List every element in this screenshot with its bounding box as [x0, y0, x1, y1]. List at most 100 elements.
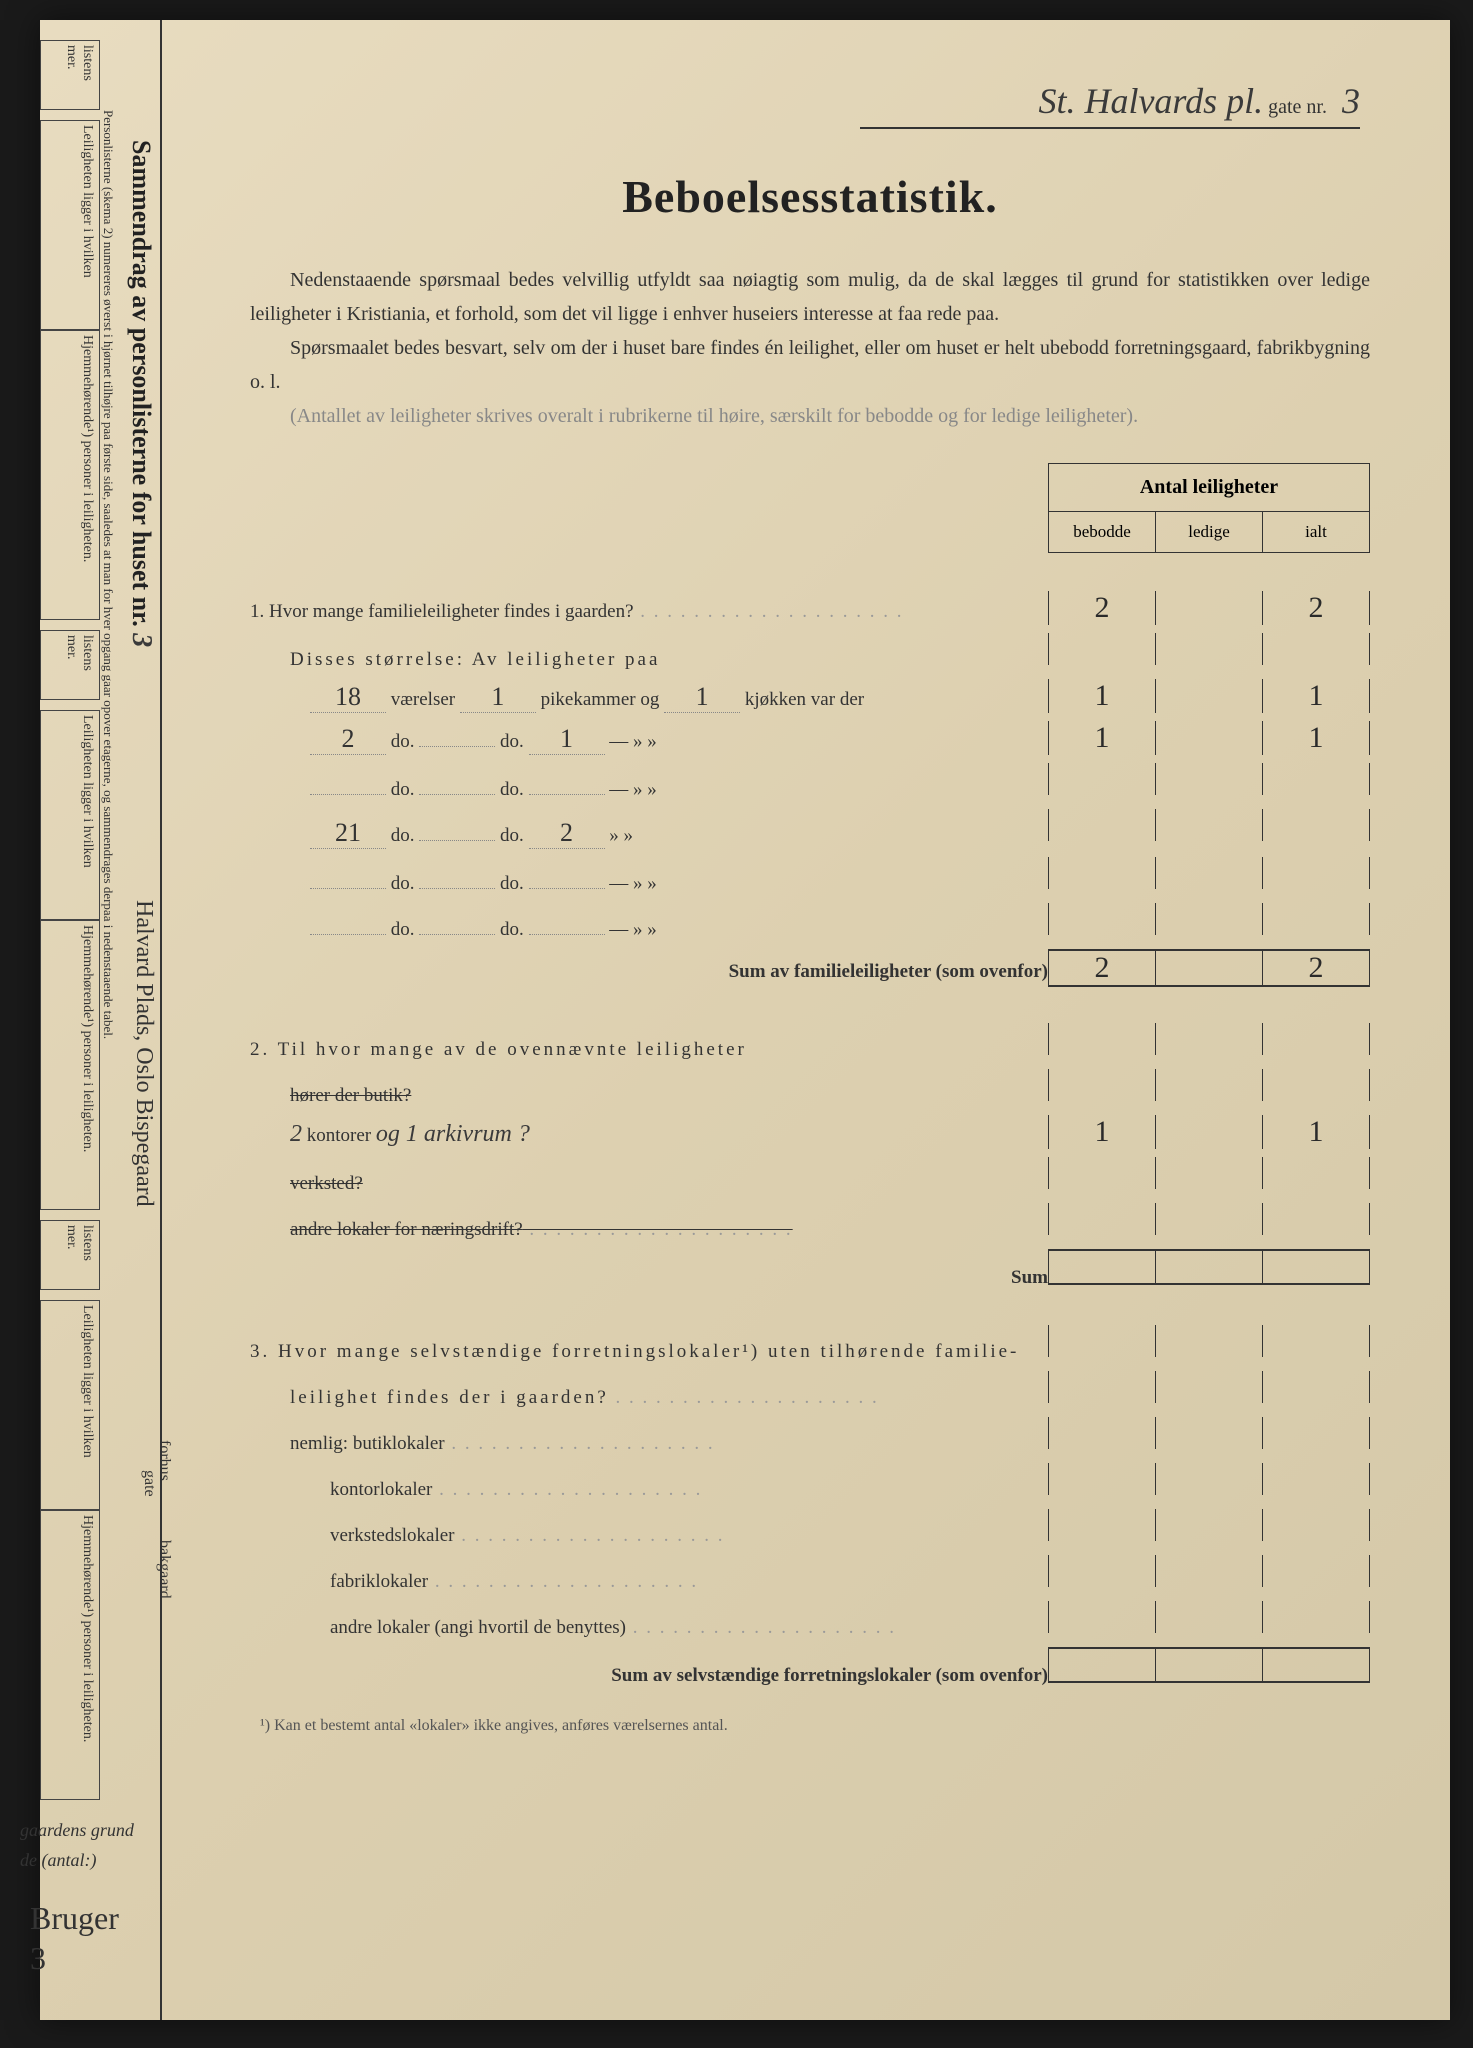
intro-p3: (Antallet av leiligheter skrives overalt…: [250, 399, 1370, 433]
q1-size-row: 18 værelser 1 pikekammer og 1 kjøkken va…: [220, 679, 1400, 713]
page-title: Beboelsesstatistik.: [220, 170, 1400, 223]
q3-item-row: verkstedslokaler: [220, 1509, 1400, 1547]
table-header-title: Antal leiligheter: [1049, 464, 1369, 512]
footnote: ¹) Kan et bestemt antal «lokaler» ikke a…: [220, 1717, 1400, 1735]
fill-pikekammer: [419, 840, 495, 841]
q2-row: 2. Til hvor mange av de ovennævnte leili…: [220, 1023, 1400, 1061]
q1-label: 1. Hvor mange familieleiligheter findes …: [220, 601, 1048, 623]
left-cell-hjemme: Hjemmehørende¹) personer i leiligheten.: [40, 330, 100, 620]
q1-sum-label: Sum av familieleiligheter (som ovenfor): [220, 961, 1048, 983]
q1-sum-b: 2: [1049, 951, 1156, 985]
left-vertical-subtitle: Personlisterne (skema 2) numereres øvers…: [100, 110, 116, 1810]
handwritten-address: Halvard Plads, Oslo Bispegaard: [130, 900, 157, 1207]
form-table: Antal leiligheter bebodde ledige ialt 1.…: [220, 463, 1400, 1735]
left-cell-listens2: listensmer.: [40, 630, 100, 700]
row-ialt: 1: [1263, 721, 1369, 755]
q3-label-a: 3. Hvor mange selvstændige forretningslo…: [220, 1341, 1048, 1363]
q2-sum-label: Sum: [220, 1267, 1048, 1289]
fill-pikekammer: [419, 934, 495, 935]
fill-pikekammer: [419, 794, 495, 795]
q1-bebodde: 2: [1049, 591, 1156, 625]
q1-sum: Sum av familieleiligheter (som ovenfor) …: [220, 949, 1400, 987]
q1-size-row: do. do. — » »: [220, 857, 1400, 895]
fill-kjokken: 2: [529, 818, 605, 849]
q1-sum-i: 2: [1263, 951, 1369, 985]
row-ialt: [1263, 763, 1369, 795]
q1-sub-label: Disses størrelse: Av leiligheter paa: [220, 649, 1048, 671]
left-cell-leilighet: Leiligheten ligger i hvilken: [40, 120, 100, 330]
fill-pikekammer: 1: [460, 682, 536, 713]
fill-vaerelser: 21: [310, 818, 386, 849]
handwritten-bruger: Bruger: [30, 1900, 119, 1937]
fill-pikekammer: [419, 746, 495, 747]
intro-p2: Spørsmaalet bedes besvart, selv om der i…: [250, 331, 1370, 399]
gate-label: gate nr.: [1268, 96, 1327, 118]
fill-kjokken: 1: [529, 724, 605, 755]
q3-item-row: andre lokaler (angi hvortil de benyttes): [220, 1601, 1400, 1639]
q1-size-row: 21 do. do. 2 » »: [220, 809, 1400, 849]
row-ialt: 1: [1263, 679, 1369, 713]
q1-row: 1. Hvor mange familieleiligheter findes …: [220, 591, 1400, 625]
col-ledige: ledige: [1156, 512, 1263, 552]
left-cell-hjemme3: Hjemmehørende¹) personer i leiligheten.: [40, 1510, 100, 1800]
q1-sub: Disses størrelse: Av leiligheter paa: [220, 633, 1400, 671]
fill-kjokken: 1: [664, 682, 740, 713]
row-bebodde: [1049, 903, 1156, 935]
main-content: St. Halvards pl. gate nr. 3 Beboelsessta…: [220, 80, 1400, 1735]
fill-vaerelser: [310, 888, 386, 889]
fill-kjokken: [529, 934, 605, 935]
q2-line2-i: 1: [1263, 1115, 1369, 1149]
left-bottom-text1: gaardens grund: [20, 1820, 134, 1841]
street-number: 3: [1342, 81, 1360, 121]
row-ledige: [1156, 679, 1263, 713]
intro-p1: Nedenstaaende spørsmaal bedes velvillig …: [250, 263, 1370, 331]
q3-item-row: nemlig: butiklokaler: [220, 1417, 1400, 1455]
table-header: Antal leiligheter bebodde ledige ialt: [1048, 463, 1370, 553]
row-ledige: [1156, 903, 1263, 935]
street-handwritten: St. Halvards pl.: [1038, 81, 1263, 121]
left-cell-hjemme2: Hjemmehørende¹) personer i leiligheten.: [40, 920, 100, 1210]
q1-size-row: 2 do. do. 1 — » » 1 1: [220, 721, 1400, 755]
col-ialt: ialt: [1263, 512, 1369, 552]
street-line: St. Halvards pl. gate nr. 3: [860, 80, 1360, 129]
q1-sum-l: [1156, 951, 1263, 985]
fill-kjokken: [529, 888, 605, 889]
row-bebodde: [1049, 857, 1156, 889]
q2-line2: 2 kontorer og 1 arkivrum ?: [220, 1121, 1048, 1148]
q1-ialt: 2: [1263, 591, 1369, 625]
left-bakgaard: bakgaard: [155, 1540, 173, 1599]
q3-sum-label: Sum av selvstændige forretningslokaler (…: [220, 1665, 1048, 1687]
row-bebodde: 1: [1049, 679, 1156, 713]
row-bebodde: [1049, 809, 1156, 841]
handwritten-three: 3: [30, 1940, 46, 1977]
col-bebodde: bebodde: [1049, 512, 1156, 552]
q1-size-row: do. do. — » »: [220, 903, 1400, 941]
fill-pikekammer: [419, 888, 495, 889]
q3-label-b: leilighet findes der i gaarden?: [220, 1387, 1048, 1409]
fill-vaerelser: 2: [310, 724, 386, 755]
intro-text: Nedenstaaende spørsmaal bedes velvillig …: [220, 263, 1400, 433]
row-ledige: [1156, 857, 1263, 889]
q1-ledige: [1156, 591, 1263, 625]
left-cell-leilighet3: Leiligheten ligger i hvilken: [40, 1300, 100, 1510]
left-margin-panel: listensmer. Leiligheten ligger i hvilken…: [40, 20, 162, 2020]
fill-vaerelser: [310, 794, 386, 795]
row-ialt: [1263, 857, 1369, 889]
q3-item-row: kontorlokaler: [220, 1463, 1400, 1501]
row-ledige: [1156, 763, 1263, 795]
fill-vaerelser: [310, 934, 386, 935]
q1-size-row: do. do. — » »: [220, 763, 1400, 801]
q2-line3: verksted?: [220, 1173, 1048, 1195]
row-ialt: [1263, 903, 1369, 935]
left-bottom-text2: de (antal:): [20, 1850, 96, 1871]
q2-line2-b: 1: [1049, 1115, 1156, 1149]
left-cell-listens: listensmer.: [40, 40, 100, 110]
left-cell-leilighet2: Leiligheten ligger i hvilken: [40, 710, 100, 920]
q3-item-row: fabriklokaler: [220, 1555, 1400, 1593]
q2-line4: andre lokaler for næringsdrift?: [220, 1219, 1048, 1241]
q2-line1: hører der butik?: [220, 1085, 1048, 1107]
row-ledige: [1156, 721, 1263, 755]
left-gate: gate: [140, 1470, 158, 1497]
row-bebodde: 1: [1049, 721, 1156, 755]
q2-label: 2. Til hvor mange av de ovennævnte leili…: [220, 1039, 1048, 1061]
